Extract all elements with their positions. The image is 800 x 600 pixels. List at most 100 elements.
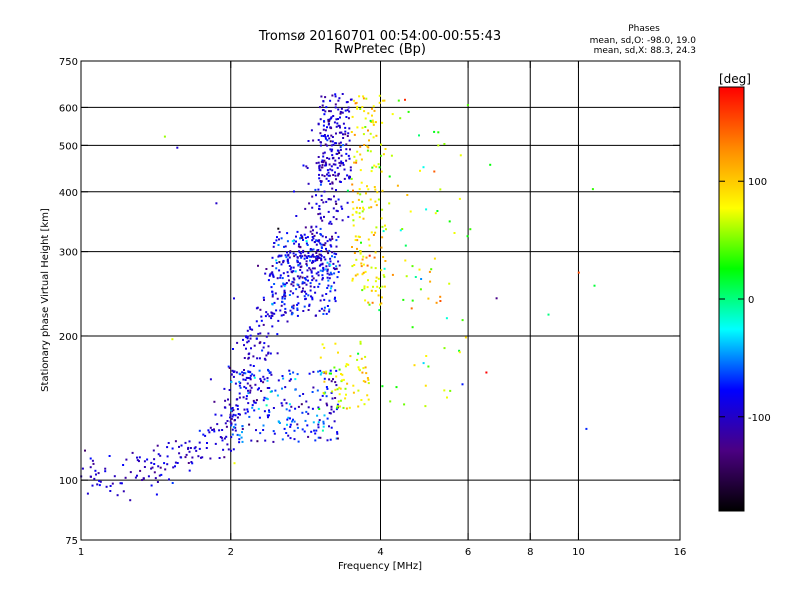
data-point bbox=[270, 272, 273, 275]
data-point bbox=[333, 256, 336, 259]
data-point bbox=[259, 332, 262, 335]
data-point bbox=[381, 296, 383, 299]
data-point bbox=[351, 201, 354, 204]
data-point bbox=[258, 416, 261, 419]
data-point bbox=[294, 378, 297, 381]
data-point bbox=[296, 309, 299, 311]
data-point bbox=[300, 236, 303, 239]
data-point bbox=[272, 274, 275, 277]
data-point bbox=[324, 110, 327, 113]
data-point bbox=[332, 156, 335, 159]
data-point bbox=[268, 274, 271, 277]
data-point bbox=[351, 183, 354, 186]
data-point bbox=[263, 299, 265, 301]
data-point bbox=[299, 255, 302, 257]
data-point bbox=[380, 269, 383, 272]
data-point bbox=[332, 410, 335, 413]
data-point bbox=[404, 244, 407, 247]
data-point bbox=[337, 118, 339, 120]
data-point bbox=[334, 296, 336, 299]
data-point bbox=[266, 398, 269, 401]
data-point bbox=[329, 369, 332, 372]
data-point bbox=[321, 174, 324, 177]
data-point bbox=[286, 251, 288, 254]
data-point bbox=[334, 103, 337, 106]
data-point bbox=[332, 216, 335, 219]
data-point bbox=[299, 269, 302, 271]
data-point bbox=[320, 199, 323, 201]
data-point bbox=[345, 159, 348, 162]
data-point bbox=[364, 299, 367, 302]
data-point bbox=[342, 122, 345, 125]
data-point bbox=[108, 455, 111, 457]
data-point bbox=[328, 174, 331, 177]
data-point bbox=[338, 151, 341, 154]
data-point bbox=[231, 433, 234, 436]
data-point bbox=[319, 436, 322, 439]
data-point bbox=[358, 207, 361, 210]
data-point bbox=[340, 160, 343, 163]
data-point bbox=[362, 97, 365, 100]
data-point bbox=[372, 121, 375, 124]
data-point bbox=[381, 99, 384, 102]
data-point bbox=[247, 357, 250, 360]
data-point bbox=[257, 264, 259, 267]
data-point bbox=[425, 355, 428, 357]
data-point bbox=[446, 396, 448, 399]
data-point bbox=[260, 390, 263, 392]
data-point bbox=[146, 458, 149, 461]
data-point bbox=[388, 202, 391, 205]
data-point bbox=[238, 438, 241, 441]
data-point bbox=[367, 146, 370, 149]
data-point bbox=[235, 371, 238, 374]
data-point bbox=[335, 152, 338, 155]
data-point bbox=[276, 333, 279, 336]
data-point bbox=[315, 429, 318, 432]
data-point bbox=[319, 299, 322, 302]
x-tick-label: 1 bbox=[78, 547, 84, 558]
data-point bbox=[326, 157, 329, 159]
data-point bbox=[318, 264, 321, 267]
data-point bbox=[226, 420, 229, 422]
data-point bbox=[225, 425, 228, 428]
data-point bbox=[281, 301, 284, 303]
data-point bbox=[321, 274, 324, 277]
data-point bbox=[333, 281, 336, 284]
data-point bbox=[317, 271, 320, 274]
data-point bbox=[291, 420, 293, 423]
data-point bbox=[303, 305, 306, 308]
data-point bbox=[362, 271, 365, 274]
data-point bbox=[366, 394, 369, 397]
data-point bbox=[331, 390, 334, 393]
data-point bbox=[256, 357, 259, 360]
data-point bbox=[439, 295, 442, 298]
data-point bbox=[201, 456, 204, 459]
data-point bbox=[320, 254, 323, 257]
data-point bbox=[316, 259, 319, 262]
data-point bbox=[399, 117, 402, 120]
data-point bbox=[299, 246, 302, 249]
data-point bbox=[275, 262, 278, 264]
data-point bbox=[324, 137, 327, 140]
data-point bbox=[230, 417, 233, 420]
data-point bbox=[243, 369, 245, 371]
data-point bbox=[351, 115, 354, 118]
data-point bbox=[323, 244, 326, 247]
data-point bbox=[279, 309, 282, 312]
data-point bbox=[289, 378, 292, 381]
data-point bbox=[310, 271, 313, 274]
data-point bbox=[277, 255, 280, 258]
data-point bbox=[310, 226, 313, 229]
data-point bbox=[326, 173, 328, 176]
data-point bbox=[296, 283, 299, 286]
data-point bbox=[316, 414, 319, 417]
data-point bbox=[243, 357, 246, 359]
data-point bbox=[315, 272, 318, 275]
data-point bbox=[382, 256, 385, 258]
data-point bbox=[207, 429, 210, 432]
data-point bbox=[364, 270, 367, 273]
data-point bbox=[322, 422, 325, 425]
data-point bbox=[346, 135, 349, 137]
data-point bbox=[345, 152, 348, 155]
data-point bbox=[382, 230, 385, 233]
